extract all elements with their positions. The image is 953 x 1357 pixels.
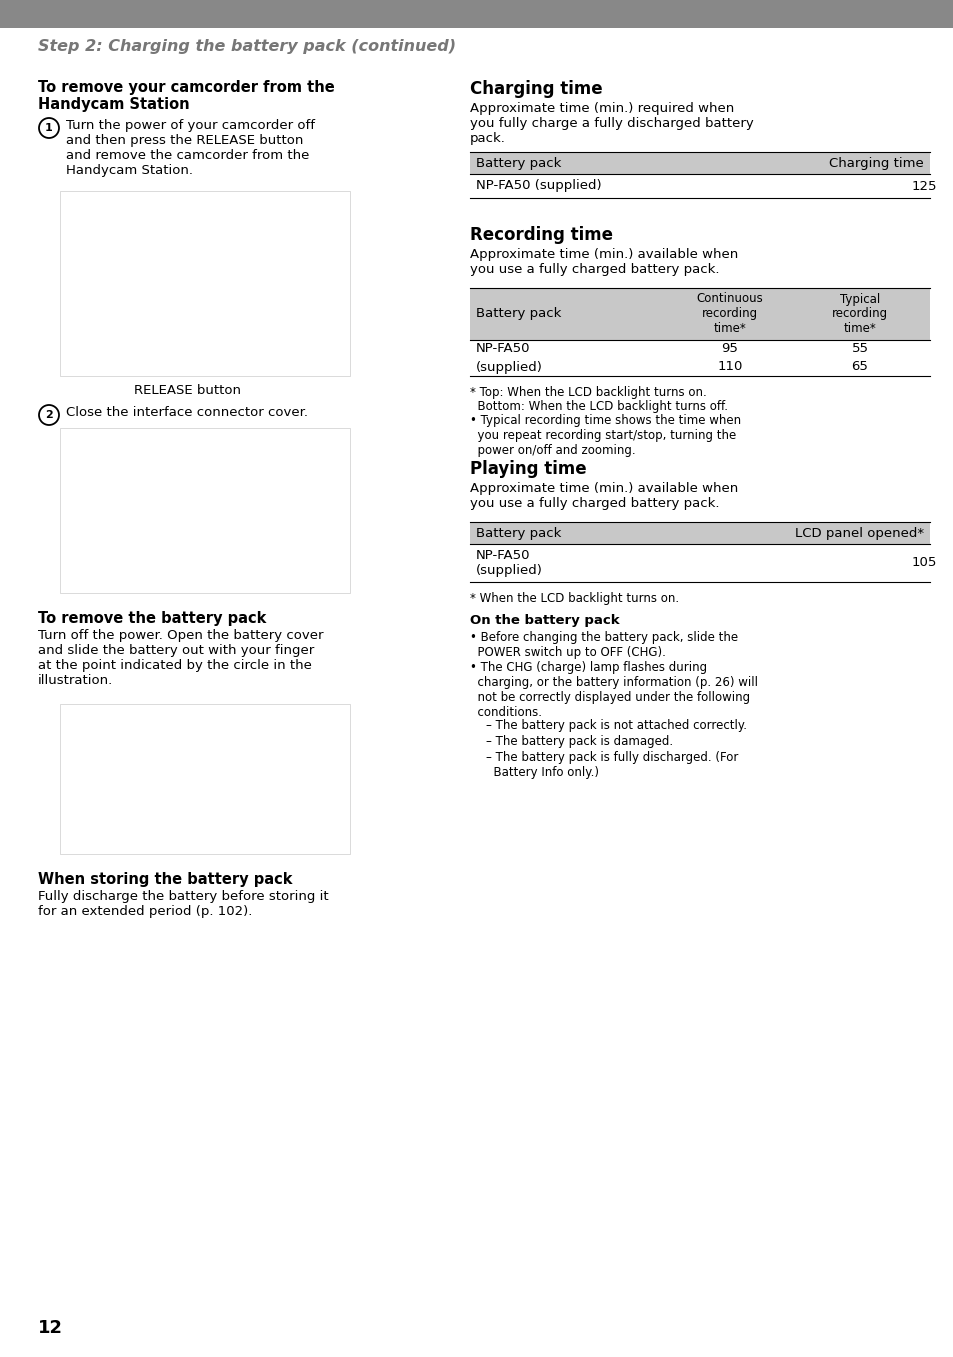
Bar bbox=[0, 0, 953, 28]
Text: Bottom: When the LCD backlight turns off.: Bottom: When the LCD backlight turns off… bbox=[470, 400, 727, 413]
Text: • Typical recording time shows the time when
  you repeat recording start/stop, : • Typical recording time shows the time … bbox=[470, 414, 740, 457]
Text: RELEASE button: RELEASE button bbox=[134, 384, 241, 398]
Text: 2: 2 bbox=[45, 410, 52, 421]
Text: Handycam Station: Handycam Station bbox=[38, 96, 190, 113]
Text: To remove the battery pack: To remove the battery pack bbox=[38, 611, 266, 626]
Text: 95: 95 bbox=[720, 342, 738, 356]
Text: 125: 125 bbox=[910, 179, 936, 193]
Text: Typical
recording
time*: Typical recording time* bbox=[831, 293, 887, 335]
Text: – The battery pack is damaged.: – The battery pack is damaged. bbox=[485, 735, 673, 748]
Text: – The battery pack is fully discharged. (For
  Battery Info only.): – The battery pack is fully discharged. … bbox=[485, 750, 738, 779]
Text: 65: 65 bbox=[851, 361, 867, 373]
Text: Battery pack: Battery pack bbox=[476, 156, 560, 170]
Text: – The battery pack is not attached correctly.: – The battery pack is not attached corre… bbox=[485, 719, 746, 731]
Text: * When the LCD backlight turns on.: * When the LCD backlight turns on. bbox=[470, 592, 679, 605]
Text: On the battery pack: On the battery pack bbox=[470, 613, 619, 627]
Text: Fully discharge the battery before storing it
for an extended period (p. 102).: Fully discharge the battery before stori… bbox=[38, 890, 328, 917]
Text: Charging time: Charging time bbox=[828, 156, 923, 170]
Text: 55: 55 bbox=[851, 342, 867, 356]
Text: Step 2: Charging the battery pack (continued): Step 2: Charging the battery pack (conti… bbox=[38, 38, 456, 53]
Text: 1: 1 bbox=[45, 123, 52, 133]
Text: (supplied): (supplied) bbox=[476, 361, 542, 373]
Text: Recording time: Recording time bbox=[470, 227, 613, 244]
Text: Playing time: Playing time bbox=[470, 460, 586, 478]
Text: Turn the power of your camcorder off
and then press the RELEASE button
and remov: Turn the power of your camcorder off and… bbox=[66, 119, 314, 176]
Text: • Before changing the battery pack, slide the
  POWER switch up to OFF (CHG).: • Before changing the battery pack, slid… bbox=[470, 631, 738, 660]
Text: NP-FA50
(supplied): NP-FA50 (supplied) bbox=[476, 550, 542, 577]
Bar bbox=[60, 704, 350, 854]
Bar bbox=[470, 522, 929, 544]
Text: Turn off the power. Open the battery cover
and slide the battery out with your f: Turn off the power. Open the battery cov… bbox=[38, 630, 323, 687]
Text: Approximate time (min.) required when
you fully charge a fully discharged batter: Approximate time (min.) required when yo… bbox=[470, 102, 753, 145]
Bar bbox=[60, 427, 350, 593]
Text: LCD panel opened*: LCD panel opened* bbox=[794, 527, 923, 540]
Text: 110: 110 bbox=[717, 361, 741, 373]
Text: NP-FA50: NP-FA50 bbox=[476, 342, 530, 356]
Text: Continuous
recording
time*: Continuous recording time* bbox=[696, 293, 762, 335]
Text: Charging time: Charging time bbox=[470, 80, 602, 98]
Text: Battery pack: Battery pack bbox=[476, 527, 560, 540]
Text: To remove your camcorder from the: To remove your camcorder from the bbox=[38, 80, 335, 95]
Text: Close the interface connector cover.: Close the interface connector cover. bbox=[66, 406, 308, 419]
Text: 12: 12 bbox=[38, 1319, 63, 1337]
Text: Approximate time (min.) available when
you use a fully charged battery pack.: Approximate time (min.) available when y… bbox=[470, 482, 738, 510]
Text: When storing the battery pack: When storing the battery pack bbox=[38, 873, 293, 887]
Bar bbox=[470, 288, 929, 341]
Text: Approximate time (min.) available when
you use a fully charged battery pack.: Approximate time (min.) available when y… bbox=[470, 248, 738, 275]
Bar bbox=[470, 152, 929, 174]
Text: • The CHG (charge) lamp flashes during
  charging, or the battery information (p: • The CHG (charge) lamp flashes during c… bbox=[470, 661, 758, 719]
Text: Battery pack: Battery pack bbox=[476, 308, 560, 320]
Text: * Top: When the LCD backlight turns on.: * Top: When the LCD backlight turns on. bbox=[470, 385, 706, 399]
Bar bbox=[60, 191, 350, 376]
Text: NP-FA50 (supplied): NP-FA50 (supplied) bbox=[476, 179, 601, 193]
Text: 105: 105 bbox=[910, 556, 936, 570]
